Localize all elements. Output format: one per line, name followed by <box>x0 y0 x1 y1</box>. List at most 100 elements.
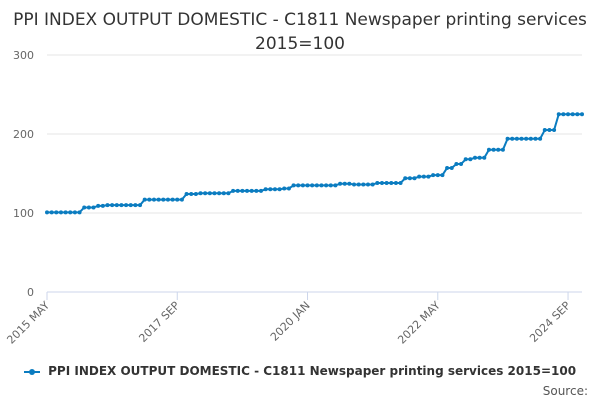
data-point <box>324 183 329 188</box>
data-point <box>459 162 464 167</box>
data-point <box>77 210 82 215</box>
data-point <box>245 188 250 193</box>
data-point <box>328 183 333 188</box>
data-point <box>449 165 454 170</box>
data-point <box>435 173 440 178</box>
data-point <box>147 197 152 202</box>
data-point <box>263 187 268 192</box>
data-point <box>338 181 343 186</box>
data-point <box>305 183 310 188</box>
data-point <box>156 197 161 202</box>
data-point <box>477 155 482 160</box>
data-point <box>580 112 584 117</box>
data-point <box>179 197 184 202</box>
data-point <box>240 188 245 193</box>
data-point <box>142 197 147 202</box>
x-tick-label: 2015 MAY <box>4 299 52 347</box>
data-point <box>473 155 477 160</box>
data-point <box>445 165 450 170</box>
data-point <box>566 112 571 117</box>
data-point <box>389 180 394 185</box>
data-point <box>547 128 552 133</box>
data-point <box>96 203 101 208</box>
data-point <box>463 157 468 162</box>
data-point <box>366 182 370 187</box>
data-point <box>49 210 54 215</box>
data-point <box>72 210 77 215</box>
source-credit: Source: <box>542 384 588 398</box>
data-point <box>217 191 222 196</box>
data-point <box>91 205 96 210</box>
series-line <box>46 113 583 214</box>
series-group <box>45 112 584 215</box>
data-point <box>361 182 366 187</box>
data-point <box>575 112 580 117</box>
data-point <box>105 203 110 208</box>
data-point <box>235 188 240 193</box>
data-point <box>221 191 226 196</box>
data-point <box>300 183 305 188</box>
data-point <box>375 180 380 185</box>
data-point <box>352 182 357 187</box>
data-point <box>552 128 557 133</box>
x-tick-label: 2024 SEP <box>527 299 573 345</box>
data-point <box>119 203 124 208</box>
data-point <box>356 182 361 187</box>
data-point <box>454 162 459 167</box>
data-point <box>496 147 501 152</box>
data-point <box>426 174 431 179</box>
x-tick-label: 2017 SEP <box>136 299 182 345</box>
data-point <box>226 191 231 196</box>
x-tick-label: 2022 MAY <box>395 299 443 347</box>
data-point <box>212 191 217 196</box>
data-point <box>254 188 259 193</box>
data-point <box>482 155 487 160</box>
x-axis: 2015 MAY 2017 SEP 2020 JAN 2022 MAY 2024 SEP <box>4 291 582 347</box>
data-point <box>152 197 156 202</box>
data-point <box>491 147 496 152</box>
data-point <box>231 188 236 193</box>
data-point <box>63 210 68 215</box>
data-point <box>398 180 403 185</box>
data-point <box>505 136 510 141</box>
data-point <box>407 176 412 181</box>
data-point <box>100 203 105 208</box>
legend-line-marker-icon <box>23 367 40 377</box>
data-point <box>198 191 203 196</box>
data-point <box>203 191 208 196</box>
data-point <box>431 173 436 178</box>
legend-label: PPI INDEX OUTPUT DOMESTIC - C1811 Newspa… <box>48 364 577 378</box>
data-point <box>259 188 263 193</box>
data-point <box>384 180 389 185</box>
data-point <box>486 147 491 152</box>
data-point <box>193 192 198 197</box>
data-point <box>124 203 129 208</box>
data-point <box>421 174 426 179</box>
data-point <box>542 128 547 133</box>
data-point <box>110 203 115 208</box>
y-tick-label: 0 <box>27 286 34 299</box>
data-point <box>510 136 515 141</box>
data-point <box>249 188 254 193</box>
data-point <box>114 203 119 208</box>
data-point <box>165 197 170 202</box>
data-point <box>468 157 473 162</box>
data-point <box>175 197 180 202</box>
data-point <box>393 180 398 185</box>
data-point <box>54 210 59 215</box>
data-point <box>82 205 87 210</box>
data-point <box>514 136 519 141</box>
data-point <box>533 136 538 141</box>
data-point <box>370 182 375 187</box>
y-tick-label: 100 <box>13 207 34 220</box>
data-point <box>556 112 561 117</box>
x-tick-label: 2020 JAN <box>268 299 313 344</box>
legend[interactable]: PPI INDEX OUTPUT DOMESTIC - C1811 Newspa… <box>0 364 600 378</box>
data-point <box>440 173 445 178</box>
data-point <box>310 183 315 188</box>
data-point <box>68 210 73 215</box>
data-point <box>296 183 301 188</box>
data-point <box>500 147 505 152</box>
data-point <box>189 192 194 197</box>
